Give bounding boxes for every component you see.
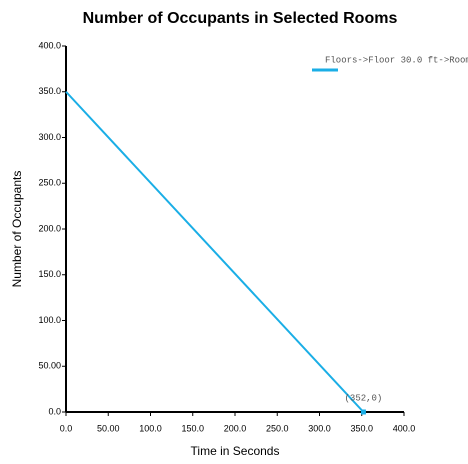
chart-title: Number of Occupants in Selected Rooms [83,10,398,27]
y-tick-label: 300.0 [38,132,61,142]
y-axis-title: Number of Occupants [10,171,24,288]
x-tick-label: 50.00 [97,423,120,433]
legend-label: Floors->Floor 30.0 ft->Room [325,55,468,65]
x-axis-title: Time in Seconds [191,444,280,458]
y-tick-label: 200.0 [38,223,61,233]
x-tick-label: 400.0 [393,423,416,433]
y-tick-label: 150.0 [38,269,61,279]
x-tick-label: 0.0 [60,423,73,433]
y-tick-label: 100.0 [38,315,61,325]
y-tick-label: 50.00 [38,361,61,371]
annotation: (352,0) [345,393,383,403]
series-line [65,91,365,413]
x-tick-label: 150.0 [181,423,204,433]
x-tick-label: 250.0 [266,423,289,433]
x-tick-label: 200.0 [224,423,247,433]
end-marker [360,409,366,415]
y-tick-label: 0.0 [48,406,61,416]
x-tick-label: 350.0 [350,423,373,433]
y-tick-label: 400.0 [38,40,61,50]
x-tick-label: 100.0 [139,423,162,433]
y-tick-label: 350.0 [38,86,61,96]
y-tick-label: 250.0 [38,178,61,188]
x-tick-label: 300.0 [308,423,331,433]
